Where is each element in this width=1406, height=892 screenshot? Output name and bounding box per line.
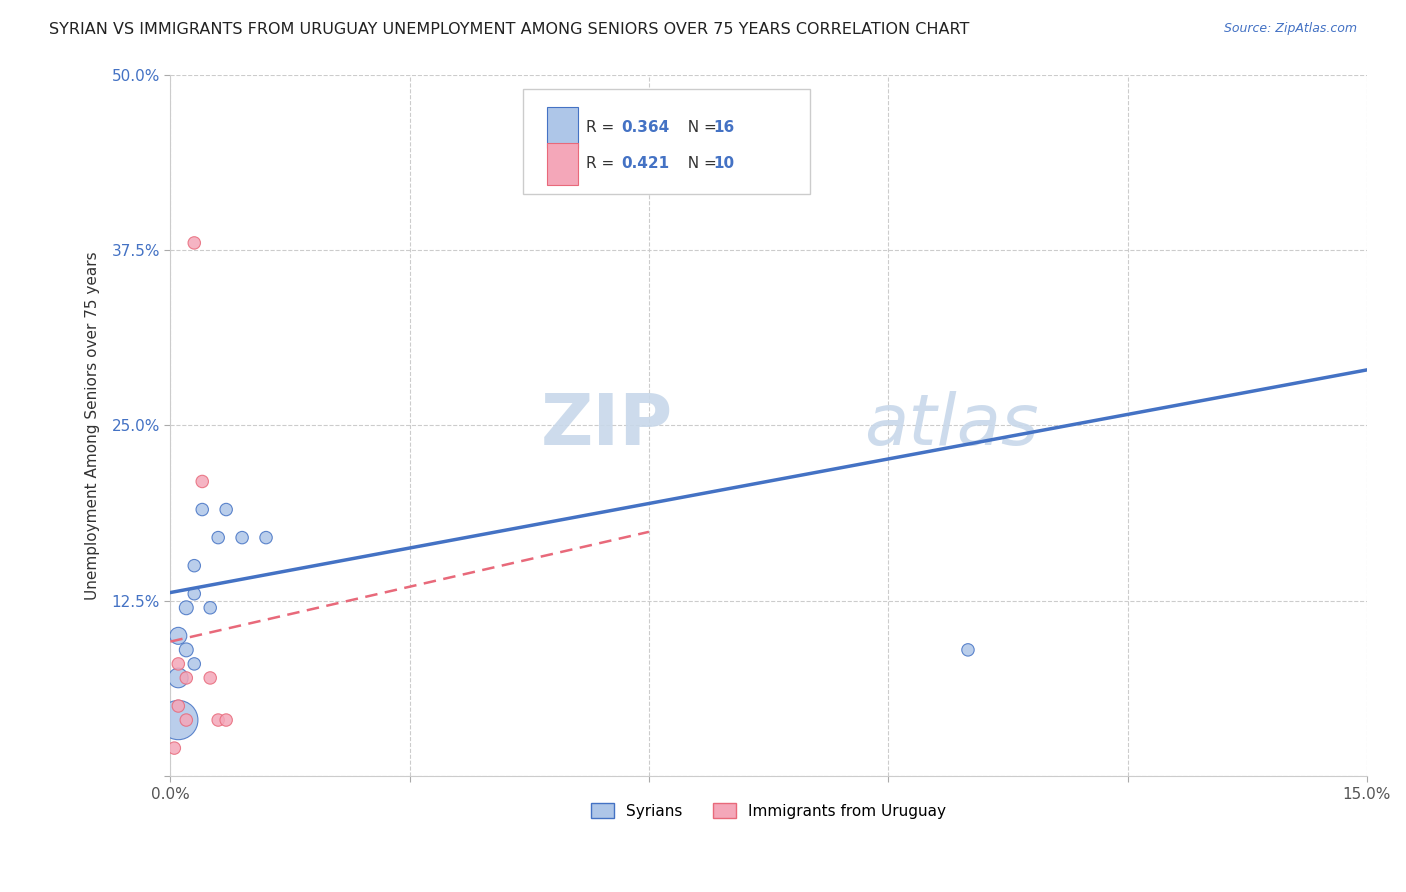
Point <box>191 502 214 516</box>
Text: atlas: atlas <box>865 391 1039 460</box>
Text: 0.421: 0.421 <box>621 156 669 171</box>
Point <box>167 657 190 671</box>
Point <box>167 698 190 713</box>
Point <box>167 629 190 643</box>
Point <box>598 152 620 166</box>
FancyBboxPatch shape <box>547 107 578 148</box>
Text: 0.364: 0.364 <box>621 120 669 135</box>
Point <box>200 671 222 685</box>
Text: 16: 16 <box>713 120 735 135</box>
Text: SYRIAN VS IMMIGRANTS FROM URUGUAY UNEMPLOYMENT AMONG SENIORS OVER 75 YEARS CORRE: SYRIAN VS IMMIGRANTS FROM URUGUAY UNEMPL… <box>49 22 970 37</box>
Text: N =: N = <box>678 156 721 171</box>
Point <box>183 558 205 573</box>
Text: 10: 10 <box>713 156 735 171</box>
Point <box>167 713 190 727</box>
Point <box>207 713 229 727</box>
Point <box>183 587 205 601</box>
Point <box>215 502 238 516</box>
Point <box>191 475 214 489</box>
FancyBboxPatch shape <box>547 144 578 185</box>
Point <box>174 713 197 727</box>
Point <box>215 713 238 727</box>
Text: N =: N = <box>678 120 721 135</box>
Legend: Syrians, Immigrants from Uruguay: Syrians, Immigrants from Uruguay <box>585 797 952 825</box>
Text: R =: R = <box>585 156 619 171</box>
Point <box>200 600 222 615</box>
FancyBboxPatch shape <box>523 88 810 194</box>
Point <box>231 531 253 545</box>
Point <box>174 600 197 615</box>
Point <box>254 531 277 545</box>
Point <box>174 643 197 657</box>
Text: ZIP: ZIP <box>540 391 673 460</box>
Text: R =: R = <box>585 120 619 135</box>
Point <box>956 643 979 657</box>
Point <box>163 741 186 756</box>
Point <box>174 671 197 685</box>
Point <box>167 671 190 685</box>
Point <box>207 531 229 545</box>
Text: Source: ZipAtlas.com: Source: ZipAtlas.com <box>1223 22 1357 36</box>
Point <box>183 657 205 671</box>
Y-axis label: Unemployment Among Seniors over 75 years: Unemployment Among Seniors over 75 years <box>86 251 100 599</box>
Point <box>183 235 205 250</box>
